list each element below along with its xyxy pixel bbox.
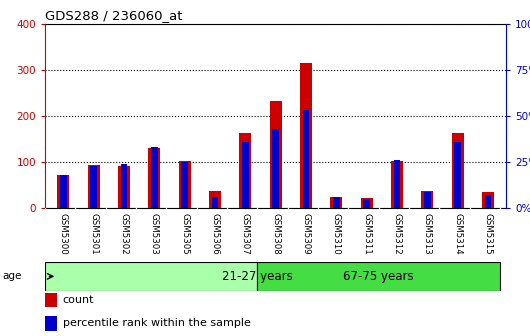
Text: GSM5307: GSM5307 bbox=[241, 213, 250, 254]
Bar bbox=[300, 63, 312, 208]
Bar bbox=[360, 198, 373, 208]
Text: GSM5314: GSM5314 bbox=[453, 213, 462, 254]
Bar bbox=[242, 142, 249, 208]
Text: GSM5302: GSM5302 bbox=[119, 213, 128, 254]
Bar bbox=[394, 160, 400, 208]
Bar bbox=[60, 175, 67, 208]
Bar bbox=[179, 161, 191, 208]
Bar bbox=[45, 316, 57, 331]
Text: GSM5312: GSM5312 bbox=[392, 213, 401, 254]
Text: GSM5315: GSM5315 bbox=[483, 213, 492, 254]
Bar bbox=[148, 148, 160, 208]
Bar bbox=[90, 166, 97, 208]
Bar bbox=[151, 147, 157, 208]
Bar bbox=[272, 129, 279, 208]
Bar bbox=[45, 262, 258, 291]
Bar bbox=[57, 175, 69, 208]
Text: count: count bbox=[63, 295, 94, 305]
Bar bbox=[303, 110, 310, 208]
Text: age: age bbox=[3, 271, 22, 281]
Text: GSM5310: GSM5310 bbox=[332, 213, 341, 254]
Text: 67-75 years: 67-75 years bbox=[343, 270, 414, 283]
Bar bbox=[363, 199, 370, 208]
Bar bbox=[118, 166, 130, 208]
Bar bbox=[270, 101, 281, 208]
Bar bbox=[333, 197, 340, 208]
Text: GSM5311: GSM5311 bbox=[362, 213, 371, 254]
Bar bbox=[424, 192, 430, 208]
Bar bbox=[482, 192, 494, 208]
Bar bbox=[421, 191, 434, 208]
Text: GSM5301: GSM5301 bbox=[89, 213, 98, 254]
Bar bbox=[330, 197, 342, 208]
Text: percentile rank within the sample: percentile rank within the sample bbox=[63, 318, 251, 328]
Text: GSM5309: GSM5309 bbox=[302, 213, 311, 254]
Text: 21-27 years: 21-27 years bbox=[222, 270, 293, 283]
Bar bbox=[87, 165, 100, 208]
Text: GSM5313: GSM5313 bbox=[423, 213, 432, 254]
Bar bbox=[209, 191, 221, 208]
Text: GSM5303: GSM5303 bbox=[150, 213, 159, 254]
Bar bbox=[484, 195, 491, 208]
Bar bbox=[121, 164, 127, 208]
Text: GDS288 / 236060_at: GDS288 / 236060_at bbox=[45, 9, 182, 23]
Bar bbox=[211, 197, 218, 208]
Bar bbox=[391, 161, 403, 208]
Bar bbox=[454, 142, 461, 208]
Text: GSM5300: GSM5300 bbox=[59, 213, 68, 254]
Bar bbox=[239, 133, 251, 208]
Bar bbox=[181, 162, 188, 208]
Text: GSM5305: GSM5305 bbox=[180, 213, 189, 254]
Bar bbox=[258, 262, 500, 291]
Text: GSM5308: GSM5308 bbox=[271, 213, 280, 254]
Bar bbox=[45, 293, 57, 307]
Bar bbox=[452, 133, 464, 208]
Text: GSM5306: GSM5306 bbox=[210, 213, 219, 254]
